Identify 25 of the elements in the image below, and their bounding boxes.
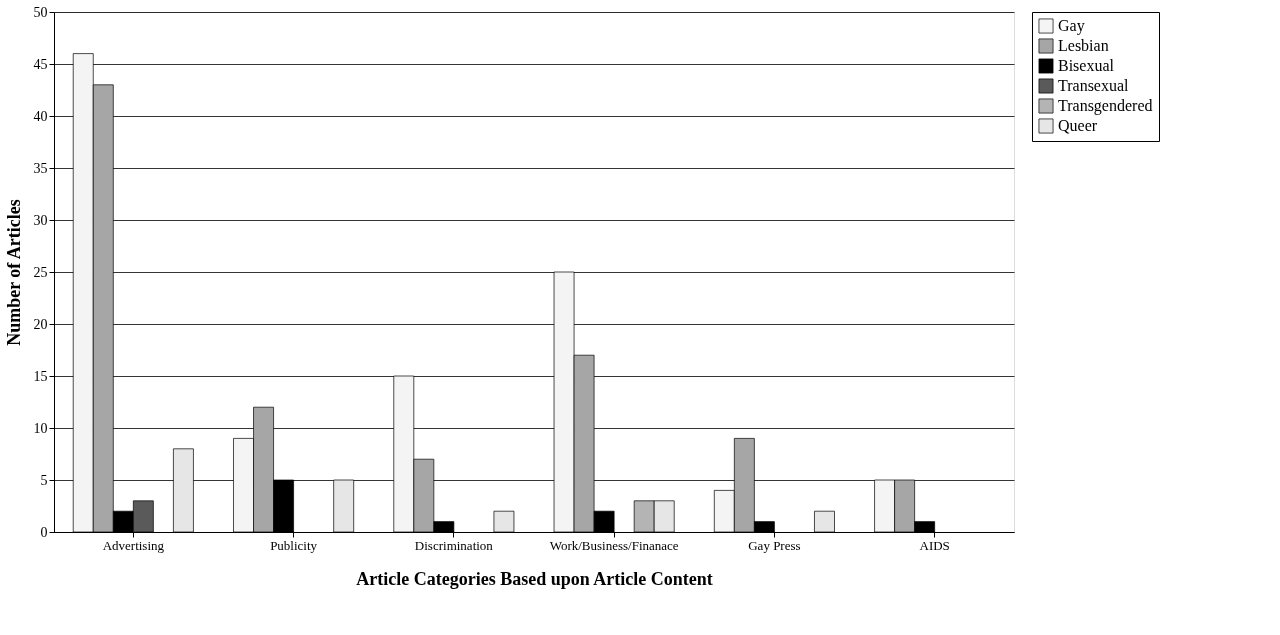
y-tick-label: 20 [33, 316, 48, 332]
legend-label: Bisexual [1058, 57, 1115, 74]
y-axis-title: Number of Articles [3, 199, 24, 346]
legend-label: Transexual [1058, 77, 1130, 94]
x-tick-label: AIDS [919, 537, 950, 553]
y-tick-label: 30 [33, 212, 48, 228]
y-tick-label: 45 [33, 56, 48, 72]
y-tick-label: 10 [33, 420, 48, 436]
x-tick-label: Gay Press [748, 537, 801, 553]
y-tick-label: 15 [33, 368, 48, 384]
y-tick-label: 40 [33, 108, 48, 124]
legend-label: Gay [1058, 17, 1085, 35]
y-tick-label: 0 [40, 524, 48, 540]
legend-label: Queer [1058, 117, 1098, 134]
y-tick-label: 5 [40, 472, 48, 488]
y-tick-label: 35 [33, 160, 48, 176]
x-tick-label: Publicity [270, 537, 318, 553]
x-tick-label: Work/Business/Finanace [549, 537, 679, 553]
legend-label: Transgendered [1058, 97, 1153, 115]
x-tick-label: Discrimination [414, 537, 494, 553]
x-axis-title: Article Categories Based upon Article Content [356, 568, 713, 589]
y-tick-label: 50 [33, 4, 48, 20]
y-tick-label: 25 [33, 264, 48, 280]
legend-label: Lesbian [1058, 37, 1109, 54]
x-tick-label: Advertising [102, 537, 165, 553]
